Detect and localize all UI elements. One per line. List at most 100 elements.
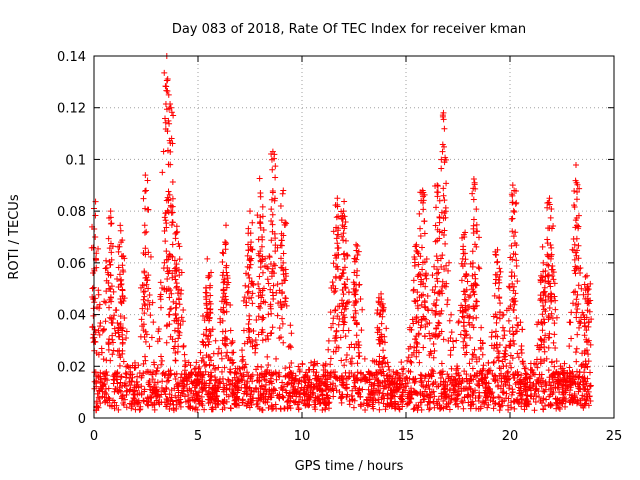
data-point [324, 383, 331, 390]
data-point [466, 360, 473, 367]
data-point [115, 248, 122, 255]
data-point [191, 378, 198, 385]
data-point [105, 280, 112, 287]
data-point [338, 233, 345, 240]
data-point [258, 243, 265, 250]
data-point [228, 340, 235, 347]
data-point [587, 341, 594, 348]
data-point [560, 371, 567, 378]
data-point [494, 246, 501, 253]
data-point [341, 280, 348, 287]
data-point [334, 201, 341, 208]
data-point [267, 286, 274, 293]
data-point [534, 321, 541, 328]
data-point [585, 299, 592, 306]
data-point [414, 404, 421, 411]
data-point [252, 337, 259, 344]
data-point [544, 272, 551, 279]
data-point [495, 354, 502, 361]
data-point [144, 277, 151, 284]
data-point [146, 378, 153, 385]
data-point [279, 288, 286, 295]
data-point [278, 264, 285, 271]
data-point [402, 380, 409, 387]
data-point [209, 404, 216, 411]
data-point [151, 384, 158, 391]
data-point [124, 387, 131, 394]
data-point [440, 215, 447, 222]
data-point [462, 298, 469, 304]
data-point [399, 403, 406, 410]
data-point [169, 219, 176, 226]
data-point [369, 357, 376, 364]
data-point [158, 353, 165, 360]
data-point [573, 358, 580, 365]
data-point [518, 396, 525, 403]
data-point [247, 393, 254, 400]
data-point [319, 407, 326, 414]
data-point [442, 154, 449, 161]
y-tick-label: 0.04 [57, 309, 86, 324]
data-point [164, 396, 171, 403]
data-point [427, 391, 434, 398]
data-point [159, 370, 166, 377]
data-point [404, 400, 411, 407]
data-point [259, 337, 266, 344]
data-point [257, 190, 264, 197]
data-point [303, 388, 310, 395]
data-point [162, 101, 169, 108]
data-point [274, 312, 281, 319]
data-point [249, 280, 256, 287]
data-point [106, 245, 113, 252]
data-point [581, 369, 588, 376]
data-point [269, 221, 276, 228]
data-point [551, 363, 558, 370]
data-point [473, 228, 480, 235]
data-point [199, 338, 206, 345]
data-point [483, 392, 490, 399]
data-point [219, 317, 226, 324]
data-point [120, 298, 127, 305]
data-point [413, 353, 420, 360]
data-point [427, 335, 434, 342]
data-point [107, 208, 114, 215]
data-point [320, 362, 327, 369]
data-point [521, 406, 528, 413]
data-point [583, 339, 590, 346]
data-point [484, 404, 491, 411]
data-point [545, 316, 552, 323]
data-point [333, 334, 340, 341]
data-point [380, 306, 387, 313]
data-point [208, 372, 215, 379]
data-point [90, 312, 97, 319]
data-point [411, 297, 418, 304]
data-point [244, 252, 251, 259]
data-point [146, 383, 153, 390]
data-point [378, 331, 385, 338]
data-point [549, 315, 556, 322]
data-point [350, 313, 357, 320]
data-point [418, 301, 425, 308]
data-point [455, 380, 462, 387]
data-point [418, 276, 425, 283]
data-point [539, 243, 546, 250]
data-point [375, 361, 382, 368]
data-point [193, 359, 200, 366]
data-point [341, 198, 348, 205]
data-point [271, 385, 278, 392]
data-point [173, 280, 180, 287]
data-point [260, 391, 267, 398]
data-point [329, 320, 336, 327]
data-point [353, 332, 360, 339]
data-point [161, 259, 168, 266]
data-point [552, 306, 559, 313]
data-point [210, 350, 217, 357]
data-point [252, 385, 259, 392]
chart-title: Day 083 of 2018, Rate Of TEC Index for r… [172, 22, 526, 37]
data-point [221, 340, 228, 347]
data-point [259, 234, 266, 241]
data-point [317, 400, 324, 407]
data-point [354, 242, 361, 249]
data-point [561, 396, 568, 403]
data-point [371, 380, 378, 387]
